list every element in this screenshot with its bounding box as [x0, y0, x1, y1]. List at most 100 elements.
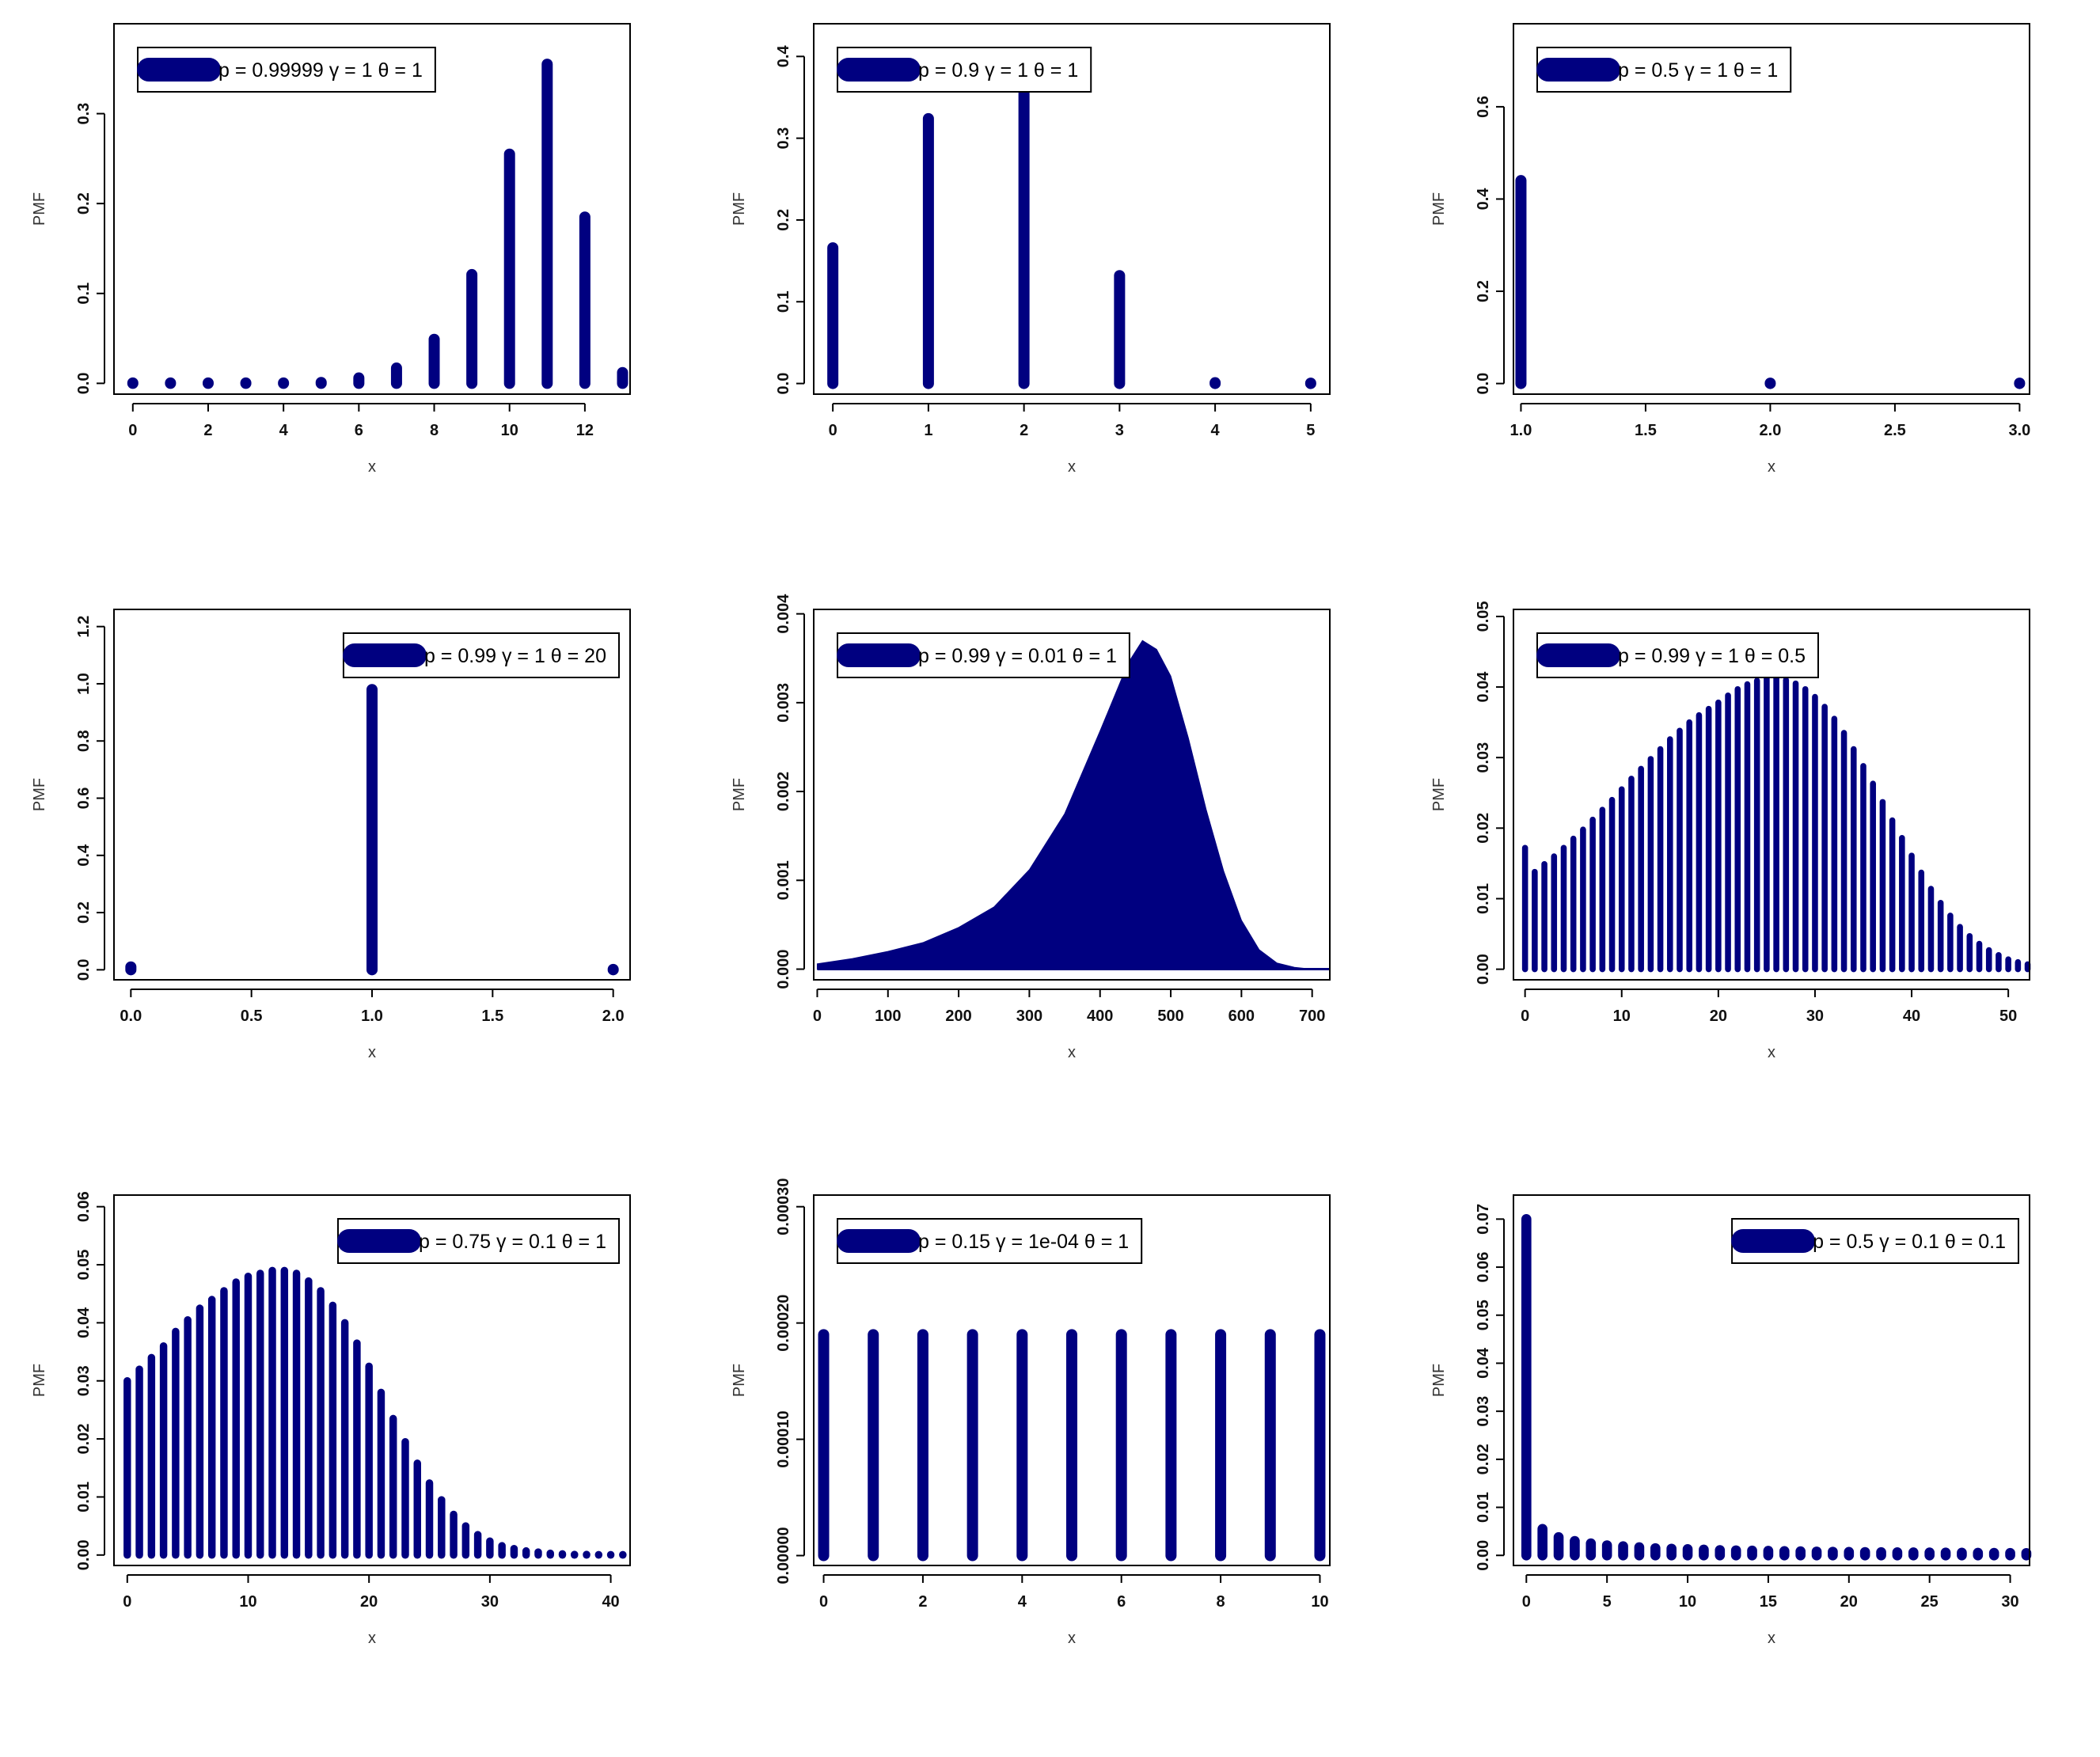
x-tick-label: 2 [203, 422, 212, 439]
y-tick-label: 0.01 [1475, 1492, 1492, 1523]
x-tick-label: 2.0 [602, 1008, 625, 1025]
y-tick-label: 0.2 [775, 209, 792, 231]
y-tick-label: 0.0 [75, 958, 93, 981]
x-tick-label: 30 [481, 1593, 499, 1611]
y-tick-label: 0.02 [75, 1424, 93, 1455]
x-tick-label: 0 [829, 422, 837, 439]
y-tick-label: 0.01 [1475, 883, 1492, 914]
y-tick-label: 0.002 [775, 772, 792, 811]
x-axis-label: x [1768, 458, 1775, 476]
y-tick-label: 0.02 [1475, 813, 1492, 844]
y-tick-label: 0.00010 [775, 1410, 792, 1467]
chart-panel-1: 0 2 4 6 8 10 12 x 0.0 0.1 0.2 0.3 PMF p = 0.99999 γ =… [0, 0, 700, 586]
x-axis-label: x [368, 458, 376, 476]
x-tick-label: 10 [1311, 1593, 1328, 1611]
legend: p = 0.99 γ = 1 θ = 20 [342, 632, 620, 678]
plot-frame [813, 1194, 1331, 1566]
x-tick-label: 10 [1613, 1008, 1631, 1025]
plot-frame [1513, 1194, 2030, 1566]
x-axis-label: x [368, 1630, 376, 1647]
chart-panel-2: 0 1 2 3 4 5 x 0.0 0.1 0.2 0.3 0.4 PMF p = 0.9 γ = 1 θ… [700, 0, 1399, 586]
chart-svg-4: 0.0 0.5 1.0 1.5 2.0 x 0.0 0.2 0.4 0.6 0.8 1.0 1.2 PMF… [31, 609, 631, 1061]
x-axis-label: x [1768, 1044, 1775, 1061]
y-tick-label: 0.00020 [775, 1294, 792, 1351]
x-tick-label: 300 [1016, 1008, 1042, 1025]
pmf-area [816, 639, 1330, 970]
y-axis-label: PMF [31, 1364, 48, 1397]
y-axis-label: PMF [1430, 778, 1448, 811]
legend-label: p = 0.99 γ = 1 θ = 20 [424, 645, 606, 667]
x-tick-label: 0 [813, 1008, 822, 1025]
y-tick-label: 0.2 [1475, 280, 1492, 302]
y-tick-label: 0.4 [75, 844, 93, 867]
x-tick-label: 2.5 [1884, 422, 1906, 439]
x-tick-label: 12 [576, 422, 594, 439]
chart-panel-3: 1.0 1.5 2.0 2.5 3.0 x 0.0 0.2 0.4 0.6 PMF p = 0.5 γ… [1399, 0, 2099, 586]
y-tick-label: 0.05 [1475, 1300, 1492, 1330]
chart-svg-8: 0 2 4 6 8 10 x 0.00000 0.00010 0.00020 0.00030 PMF p… [731, 1178, 1331, 1647]
y-tick-label: 0.4 [1475, 188, 1492, 211]
x-tick-label: 30 [1806, 1008, 1824, 1025]
y-tick-label: 0.4 [775, 45, 792, 68]
legend-label: p = 0.99999 γ = 1 θ = 1 [218, 59, 423, 82]
x-tick-label: 30 [2001, 1593, 2018, 1611]
x-tick-label: 20 [1840, 1593, 1858, 1611]
legend-label: p = 0.5 γ = 1 θ = 1 [1618, 59, 1778, 82]
y-axis-label: PMF [731, 192, 748, 226]
x-tick-label: 0 [128, 422, 137, 439]
x-tick-label: 4 [1211, 422, 1221, 439]
chart-panel-8: 0 2 4 6 8 10 x 0.00000 0.00010 0.00020 0.00030 PMF p… [700, 1171, 1399, 1757]
plot-frame [113, 1194, 631, 1566]
y-tick-label: 0.003 [775, 683, 792, 723]
y-tick-label: 0.00 [75, 1539, 93, 1570]
x-tick-label: 25 [1921, 1593, 1939, 1611]
chart-svg-9: 0 5 10 15 20 25 30 x 0.00 0.01 0.02 0.03 0.04 0.05 0.0… [1430, 1194, 2032, 1647]
legend: p = 0.9 γ = 1 θ = 1 [837, 47, 1092, 93]
plot-frame [1513, 609, 2030, 981]
x-tick-label: 2 [1020, 422, 1028, 439]
y-tick-label: 0.1 [775, 290, 792, 313]
x-tick-label: 500 [1157, 1008, 1183, 1025]
y-tick-label: 0.6 [1475, 96, 1492, 118]
plot-frame [1513, 23, 2030, 395]
x-tick-label: 3.0 [2008, 422, 2030, 439]
x-tick-label: 4 [1018, 1593, 1027, 1611]
x-tick-label: 0 [819, 1593, 828, 1611]
x-axis-label: x [1068, 1044, 1076, 1061]
x-tick-label: 10 [501, 422, 518, 439]
x-tick-label: 0 [1521, 1008, 1529, 1025]
x-tick-label: 1 [924, 422, 932, 439]
plot-frame [113, 23, 631, 395]
y-axis-label: PMF [31, 192, 48, 226]
y-tick-label: 0.00 [1475, 954, 1492, 985]
chart-svg-3: 1.0 1.5 2.0 2.5 3.0 x 0.0 0.2 0.4 0.6 PMF p = 0.5 γ… [1430, 23, 2030, 476]
legend: p = 0.5 γ = 0.1 θ = 0.1 [1731, 1218, 2019, 1264]
chart-svg-7: 0 10 20 30 40 x 0.00 0.01 0.02 0.03 0.04 0.05 0.06 PM… [31, 1191, 631, 1647]
legend: p = 0.75 γ = 0.1 θ = 1 [337, 1218, 620, 1264]
y-tick-label: 0.8 [75, 730, 93, 752]
y-axis-label: PMF [731, 1364, 748, 1397]
x-tick-label: 1.0 [1510, 422, 1532, 439]
chart-svg-5: 0 100 200 300 400 500 600 700 x 0.000 0.001 0.002 0.… [731, 594, 1331, 1061]
y-tick-label: 0.1 [75, 283, 93, 305]
x-axis-label: x [1068, 458, 1076, 476]
x-tick-label: 2 [918, 1593, 927, 1611]
x-tick-label: 15 [1760, 1593, 1777, 1611]
legend: p = 0.99 γ = 0.01 θ = 1 [837, 632, 1130, 678]
y-tick-label: 0.3 [775, 127, 792, 150]
x-tick-label: 0 [1522, 1593, 1531, 1611]
y-axis-label: PMF [31, 778, 48, 811]
legend-label: p = 0.75 γ = 0.1 θ = 1 [419, 1231, 606, 1253]
y-axis-label: PMF [1430, 1364, 1448, 1397]
x-tick-label: 10 [1679, 1593, 1696, 1611]
plot-frame [113, 609, 631, 981]
y-tick-label: 0.03 [1475, 1396, 1492, 1427]
legend-label: p = 0.99 γ = 0.01 θ = 1 [918, 645, 1117, 667]
x-tick-label: 40 [602, 1593, 619, 1611]
y-tick-label: 1.0 [75, 673, 93, 695]
x-tick-label: 20 [360, 1593, 378, 1611]
legend: p = 0.99999 γ = 1 θ = 1 [137, 47, 436, 93]
y-tick-label: 0.0 [1475, 373, 1492, 395]
x-tick-label: 3 [1115, 422, 1124, 439]
legend-label: p = 0.9 γ = 1 θ = 1 [918, 59, 1078, 82]
